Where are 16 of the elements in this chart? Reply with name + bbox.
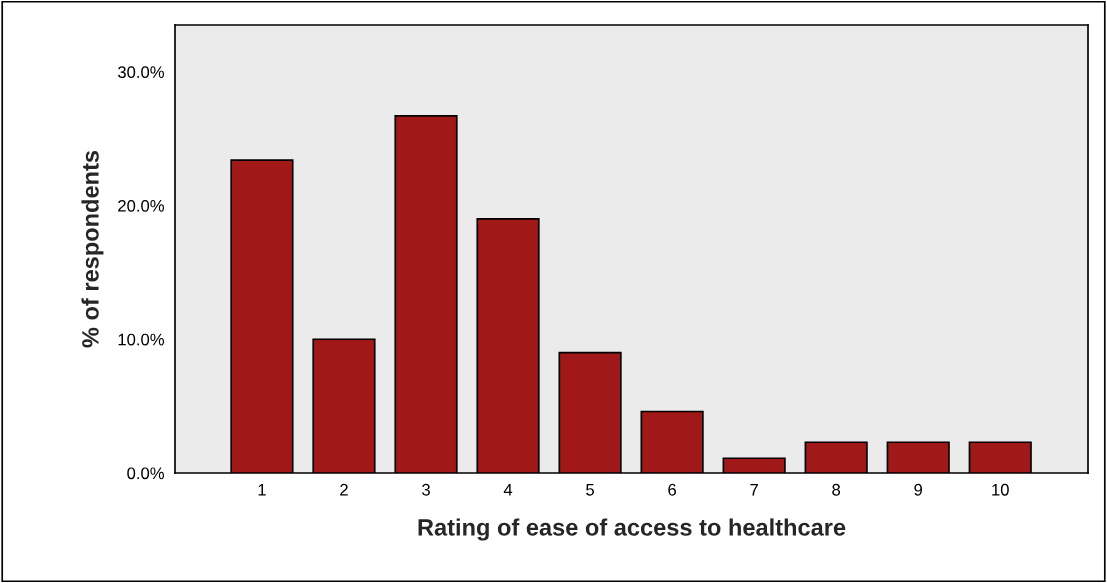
x-tick-label: 5: [586, 484, 595, 496]
y-tick-label: 20.0%: [118, 199, 164, 212]
x-tick-label: 3: [422, 483, 430, 496]
x-tick-label: 8: [832, 483, 841, 496]
x-axis-title: Rating of ease of access to healthcare: [418, 518, 846, 541]
x-tick-label: 6: [668, 483, 677, 496]
x-tick-label: 1: [258, 484, 266, 496]
x-tick-label: 4: [503, 484, 513, 496]
x-tick-label: 10: [992, 483, 1009, 496]
y-tick-label: 0.0%: [127, 467, 164, 480]
y-tick-label: 10.0%: [118, 333, 164, 346]
x-tick-label: 9: [914, 483, 923, 496]
y-tick-label: 30.0%: [117, 66, 164, 79]
x-tick-label: 2: [340, 483, 348, 496]
x-tick-label: 7: [750, 484, 758, 496]
y-axis-title: % of respondents: [81, 150, 104, 348]
